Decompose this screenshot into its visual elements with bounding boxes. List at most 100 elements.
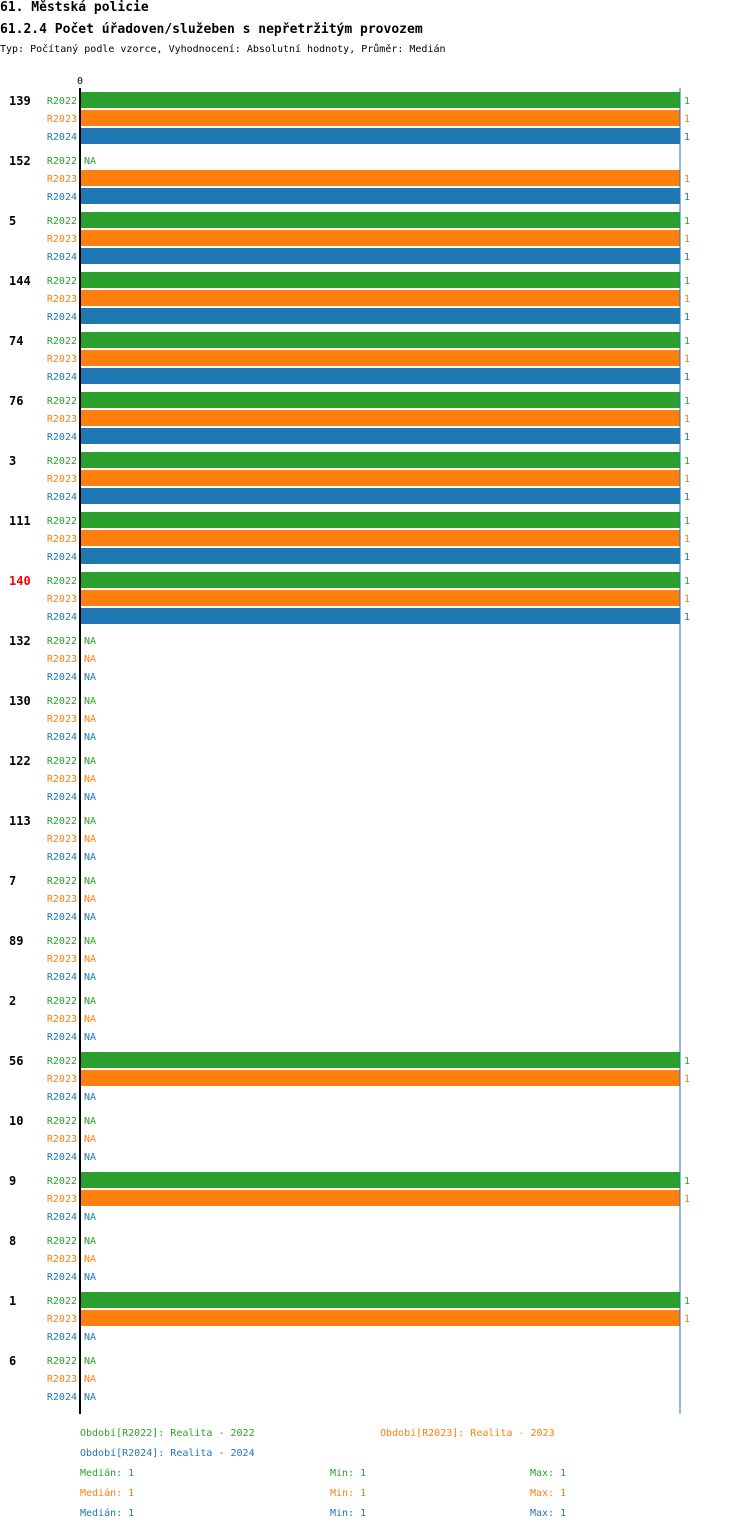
series-label-R2024: R2024 [47,852,77,863]
na-label: NA [84,792,96,803]
legend-period-r2024: Období[R2024]: Realita - 2024 [80,1448,255,1459]
series-label-R2022: R2022 [47,636,77,647]
series-label-R2024: R2024 [47,132,77,143]
series-label-R2024: R2024 [47,1092,77,1103]
na-label: NA [84,156,96,167]
series-label-R2023: R2023 [47,1314,77,1325]
na-label: NA [84,1332,96,1343]
bar-value-label: 1 [684,594,690,605]
series-label-R2023: R2023 [47,774,77,785]
bar-111-R2022 [80,512,680,528]
series-label-R2023: R2023 [47,414,77,425]
bar-value-label: 1 [684,294,690,305]
bar-74-R2024 [80,368,680,384]
bar-140-R2023 [80,590,680,606]
category-label: 122 [9,754,31,768]
bar-value-label: 1 [684,96,690,107]
bar-56-R2023 [80,1070,680,1086]
bar-1-R2023 [80,1310,680,1326]
category-label: 144 [9,274,31,288]
series-label-R2024: R2024 [47,372,77,383]
series-label-R2022: R2022 [47,1116,77,1127]
series-label-R2023: R2023 [47,834,77,845]
chart-description: Typ: Počítaný podle vzorce, Vyhodnocení:… [0,44,446,55]
series-label-R2022: R2022 [47,936,77,947]
series-label-R2024: R2024 [47,1032,77,1043]
category-label: 89 [9,934,23,948]
bar-value-label: 1 [684,192,690,203]
legend-max-r2024: Max: 1 [530,1508,567,1519]
na-label: NA [84,1254,96,1265]
bar-139-R2022 [80,92,680,108]
bar-76-R2024 [80,428,680,444]
series-label-R2022: R2022 [47,156,77,167]
na-label: NA [84,816,96,827]
bar-value-label: 1 [684,1194,690,1205]
series-label-R2023: R2023 [47,1374,77,1385]
legend-median-r2022: Medián: 1 [80,1468,135,1479]
category-label: 3 [9,454,16,468]
category-label: 5 [9,214,16,228]
series-label-R2023: R2023 [47,894,77,905]
bar-value-label: 1 [684,576,690,587]
bar-value-label: 1 [684,1074,690,1085]
bar-111-R2024 [80,548,680,564]
na-label: NA [84,714,96,725]
bar-9-R2022 [80,1172,680,1188]
series-label-R2022: R2022 [47,1356,77,1367]
category-label: 76 [9,394,23,408]
series-label-R2023: R2023 [47,1134,77,1145]
bar-value-label: 1 [684,132,690,143]
bar-value-label: 1 [684,276,690,287]
na-label: NA [84,672,96,683]
bar-value-label: 1 [684,114,690,125]
bar-value-label: 1 [684,1176,690,1187]
legend-median-r2024: Medián: 1 [80,1508,135,1519]
series-label-R2022: R2022 [47,516,77,527]
bar-value-label: 1 [684,1056,690,1067]
series-label-R2022: R2022 [47,876,77,887]
category-label: 140 [9,574,31,588]
category-label: 130 [9,694,31,708]
bar-value-label: 1 [684,1296,690,1307]
series-label-R2023: R2023 [47,174,77,185]
category-label: 8 [9,1234,16,1248]
bar-3-R2024 [80,488,680,504]
na-label: NA [84,852,96,863]
series-label-R2023: R2023 [47,114,77,125]
series-label-R2023: R2023 [47,1014,77,1025]
category-label: 132 [9,634,31,648]
category-label: 111 [9,514,31,528]
category-label: 139 [9,94,31,108]
category-label: 7 [9,874,16,888]
series-label-R2024: R2024 [47,1152,77,1163]
na-label: NA [84,696,96,707]
bar-value-label: 1 [684,336,690,347]
bar-139-R2023 [80,110,680,126]
series-label-R2022: R2022 [47,696,77,707]
series-label-R2022: R2022 [47,1296,77,1307]
series-label-R2022: R2022 [47,216,77,227]
na-label: NA [84,1236,96,1247]
bar-144-R2022 [80,272,680,288]
bar-value-label: 1 [684,552,690,563]
series-label-R2024: R2024 [47,612,77,623]
bar-144-R2023 [80,290,680,306]
bar-value-label: 1 [684,174,690,185]
na-label: NA [84,774,96,785]
na-label: NA [84,996,96,1007]
bar-value-label: 1 [684,456,690,467]
bar-value-label: 1 [684,612,690,623]
bar-56-R2022 [80,1052,680,1068]
legend-min-r2024: Min: 1 [330,1508,367,1519]
series-label-R2024: R2024 [47,432,77,443]
na-label: NA [84,654,96,665]
na-label: NA [84,636,96,647]
series-label-R2023: R2023 [47,1254,77,1265]
category-label: 2 [9,994,16,1008]
legend-min-r2022: Min: 1 [330,1468,367,1479]
series-label-R2022: R2022 [47,576,77,587]
legend-min-r2023: Min: 1 [330,1488,367,1499]
na-label: NA [84,1392,96,1403]
